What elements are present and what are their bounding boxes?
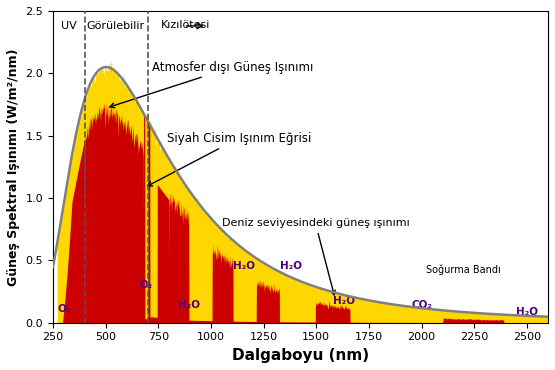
Text: Deniz seviyesindeki güneş ışınımı: Deniz seviyesindeki güneş ışınımı (221, 218, 409, 295)
Text: Kızılötesi: Kızılötesi (160, 20, 210, 30)
Text: Soğurma Bandı: Soğurma Bandı (426, 265, 501, 275)
Text: Siyah Cisim Işınım Eğrisi: Siyah Cisim Işınım Eğrisi (148, 132, 311, 186)
Text: H₂O: H₂O (332, 296, 355, 306)
Text: O₃: O₃ (58, 303, 71, 313)
Text: H₂O: H₂O (233, 261, 255, 271)
Text: O₂: O₂ (139, 280, 152, 290)
Text: H₂O: H₂O (280, 261, 302, 271)
Text: H₂O: H₂O (178, 300, 200, 310)
Y-axis label: Güneş Spektral Işınımı (W/m²/nm): Güneş Spektral Işınımı (W/m²/nm) (7, 48, 20, 286)
Text: Görülebilir: Görülebilir (87, 21, 145, 31)
Text: CO₂: CO₂ (411, 300, 432, 310)
Text: Atmosfer dışı Güneş Işınımı: Atmosfer dışı Güneş Işınımı (110, 61, 314, 108)
X-axis label: Dalgaboyu (nm): Dalgaboyu (nm) (232, 348, 369, 363)
Text: H₂O: H₂O (516, 307, 538, 317)
Text: UV: UV (61, 21, 77, 31)
